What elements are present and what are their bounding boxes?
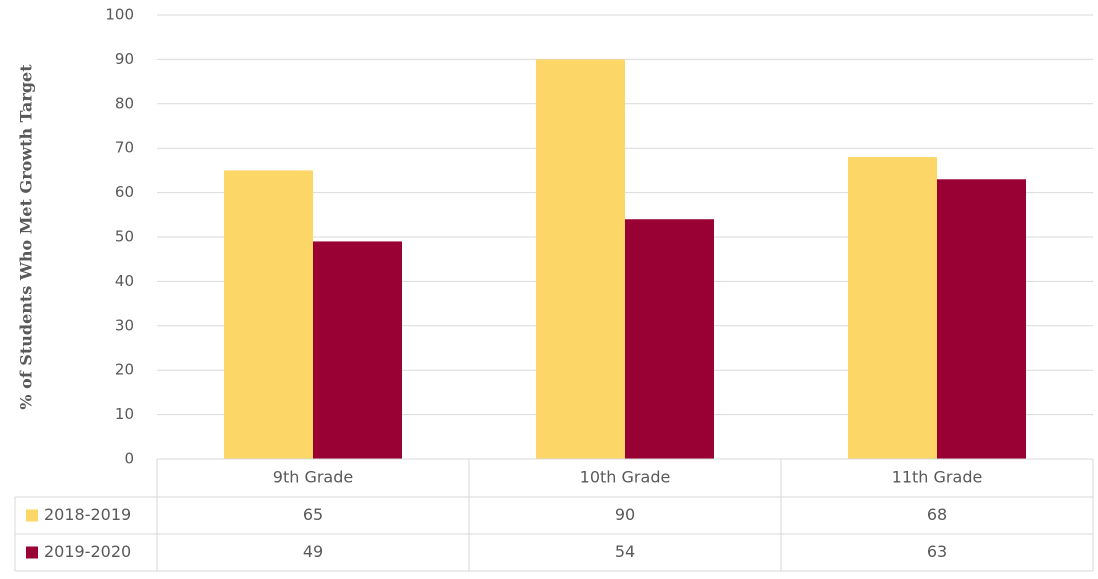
category-label: 11th Grade (892, 468, 983, 487)
table-cell-value: 65 (303, 505, 323, 524)
y-tick-label: 20 (115, 361, 134, 379)
y-tick-label: 50 (115, 228, 134, 246)
y-axis-title: % of Students Who Met Growth Target (17, 64, 36, 410)
legend-swatch (26, 546, 38, 559)
table-cell-value: 68 (927, 505, 947, 524)
y-tick-labels: 0 10 20 30 40 50 60 70 80 90 100 (105, 6, 134, 468)
legend-label: 2019-2020 (44, 542, 131, 561)
legend-swatch (26, 509, 38, 522)
y-tick-label: 60 (115, 183, 134, 201)
category-label: 10th Grade (580, 468, 671, 487)
y-tick-label: 0 (124, 450, 134, 468)
table-cell-value: 49 (303, 542, 323, 561)
table-cell-value: 90 (615, 505, 635, 524)
bar-2018-2019-9th-grade (224, 170, 313, 459)
y-tick-label: 100 (105, 6, 134, 24)
data-table: 9th Grade 10th Grade 11th Grade 2018-2019 65… (14, 458, 1094, 572)
bar-2019-2020-9th-grade (313, 241, 402, 459)
y-tick-label: 90 (115, 50, 134, 68)
y-tick-label: 10 (115, 405, 134, 423)
bar-2018-2019-11th-grade (848, 157, 937, 459)
bars (224, 59, 1026, 460)
legend-label: 2018-2019 (44, 505, 131, 524)
y-tick-label: 30 (115, 316, 134, 334)
bar-2019-2020-10th-grade (625, 219, 714, 459)
y-tick-label: 40 (115, 272, 134, 290)
table-cell-value: 63 (927, 542, 947, 561)
y-tick-label: 70 (115, 139, 134, 157)
bar-2018-2019-10th-grade (536, 59, 625, 460)
category-label: 9th Grade (273, 468, 353, 487)
bar-2019-2020-11th-grade (937, 179, 1026, 459)
table-cell-value: 54 (615, 542, 635, 561)
y-tick-label: 80 (115, 94, 134, 112)
